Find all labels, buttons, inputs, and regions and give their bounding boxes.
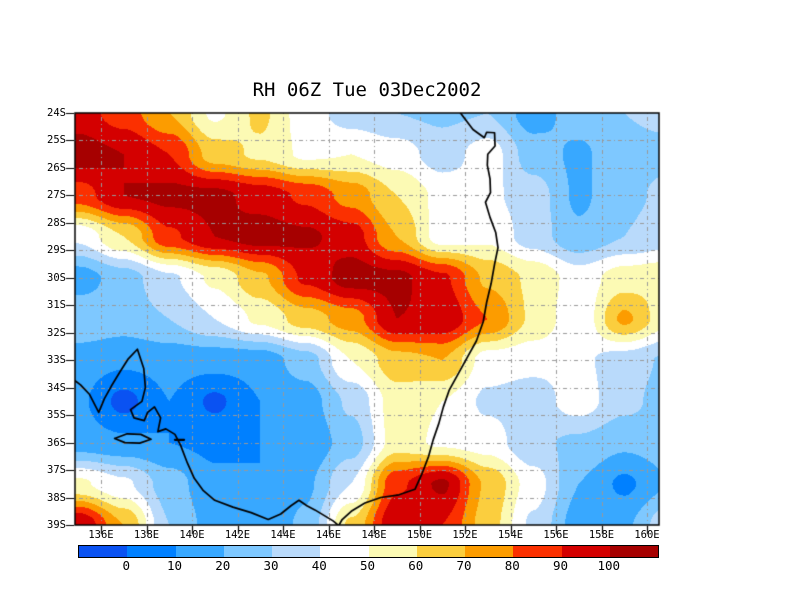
colorbar-tick-label: 70 — [456, 558, 472, 573]
colorbar-tick-label: 30 — [263, 558, 279, 573]
y-tick-label: 28S — [47, 216, 66, 229]
colorbar-tick-label: 0 — [122, 558, 131, 573]
y-tick-label: 37S — [47, 464, 66, 477]
x-tick-label: 138E — [133, 529, 160, 541]
x-tick-label: 148E — [361, 529, 387, 541]
y-tick-label: 33S — [47, 354, 66, 367]
x-tick-label: 152E — [452, 529, 478, 541]
y-tick-label: 34S — [47, 381, 66, 394]
y-tick-label: 32S — [47, 326, 66, 339]
colorbar-tick-label: 40 — [311, 558, 327, 573]
colorbar-tick-label: 20 — [215, 558, 231, 573]
colorbar-segment — [561, 546, 610, 557]
colorbar-tick-label: 60 — [408, 558, 424, 573]
y-tick-label: 39S — [47, 519, 66, 531]
colorbar-segment — [416, 546, 465, 557]
x-tick-label: 136E — [88, 529, 114, 541]
colorbar-tick-label: 100 — [597, 558, 621, 573]
colorbar-segment — [127, 546, 176, 557]
y-tick-label: 35S — [47, 409, 66, 422]
y-tick-label: 27S — [47, 189, 66, 202]
y-tick-label: 25S — [47, 134, 66, 147]
y-tick-label: 30S — [47, 271, 66, 284]
colorbar-segment — [368, 546, 417, 557]
colorbar-segment — [609, 546, 658, 557]
x-tick-label: 140E — [179, 529, 205, 541]
y-tick-label: 29S — [47, 244, 66, 257]
x-tick-label: 146E — [315, 529, 342, 541]
colorbar-segment — [223, 546, 272, 557]
colorbar-tick-label: 50 — [359, 558, 376, 573]
colorbar-tick-label: 80 — [504, 558, 520, 573]
y-tick-label: 36S — [47, 436, 66, 449]
x-tick-label: 158E — [588, 529, 615, 541]
colorbar-segment — [513, 546, 562, 557]
colorbar-tick-label: 10 — [166, 558, 183, 573]
x-tick-label: 156E — [543, 529, 569, 541]
colorbar-segment — [465, 546, 514, 557]
colorbar-tick-label: 90 — [552, 558, 569, 573]
chart-title: RH 06Z Tue 03Dec2002 — [252, 79, 482, 101]
y-tick-label: 31S — [47, 299, 66, 312]
colorbar — [78, 545, 659, 558]
x-tick-label: 154E — [497, 529, 524, 541]
y-tick-label: 26S — [47, 161, 66, 174]
x-tick-label: 142E — [224, 529, 251, 541]
colorbar-segment — [79, 546, 128, 557]
y-tick-label: 24S — [47, 107, 66, 119]
y-tick-label: 38S — [47, 491, 66, 504]
x-tick-label: 150E — [406, 529, 433, 541]
x-tick-label: 144E — [270, 529, 296, 541]
x-tick-label: 160E — [634, 529, 660, 541]
colorbar-segment — [175, 546, 224, 557]
colorbar-segment — [272, 546, 321, 557]
colorbar-segment — [320, 546, 369, 557]
